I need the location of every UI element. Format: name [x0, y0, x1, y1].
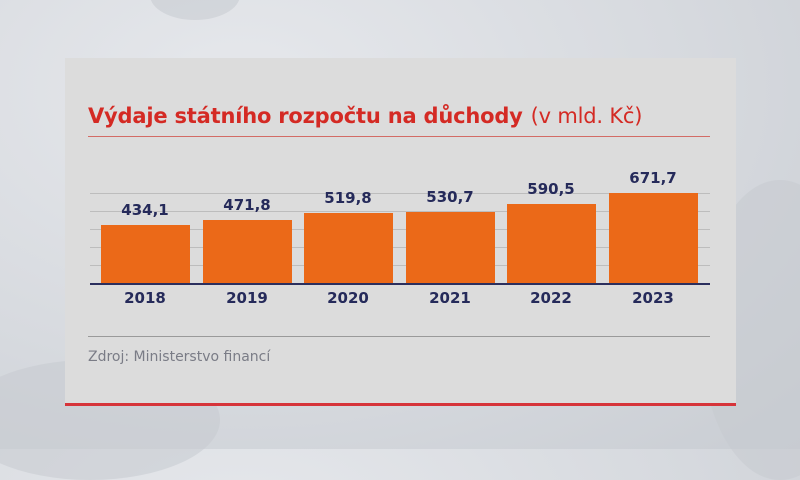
chart-panel: Výdaje státního rozpočtu na důchody (v ml…	[65, 58, 736, 406]
map-background-shape	[150, 0, 240, 20]
chart-unit: (v mld. Kč)	[530, 104, 643, 128]
value-label: 519,8	[324, 189, 372, 207]
x-tick-label: 2022	[530, 289, 572, 307]
x-tick-label: 2023	[632, 289, 674, 307]
x-axis-baseline	[90, 283, 710, 285]
value-label: 590,5	[527, 180, 575, 198]
gridline	[90, 265, 710, 266]
x-tick-label: 2021	[429, 289, 471, 307]
bar-2023	[609, 193, 698, 283]
x-tick-label: 2019	[226, 289, 268, 307]
footer-divider	[88, 336, 710, 337]
chart-title-text: Výdaje státního rozpočtu na důchody	[88, 104, 523, 128]
bar-2018	[101, 225, 190, 283]
bar-2019	[203, 220, 292, 283]
bottom-accent-line	[65, 403, 736, 406]
bar-2022	[507, 204, 596, 283]
value-label: 434,1	[121, 201, 169, 219]
x-tick-label: 2018	[124, 289, 166, 307]
value-label: 530,7	[426, 188, 474, 206]
source-note: Zdroj: Ministerstvo financí	[88, 349, 271, 365]
bar-2020	[304, 213, 393, 283]
gridline	[90, 193, 710, 194]
bar-2021	[406, 212, 495, 283]
gridline	[90, 229, 710, 230]
gridline	[90, 247, 710, 248]
x-tick-label: 2020	[327, 289, 369, 307]
gridline	[90, 211, 710, 212]
value-label: 671,7	[629, 169, 677, 187]
value-label: 471,8	[223, 196, 271, 214]
title-divider	[88, 136, 710, 137]
chart-title: Výdaje státního rozpočtu na důchody (v ml…	[88, 104, 642, 128]
